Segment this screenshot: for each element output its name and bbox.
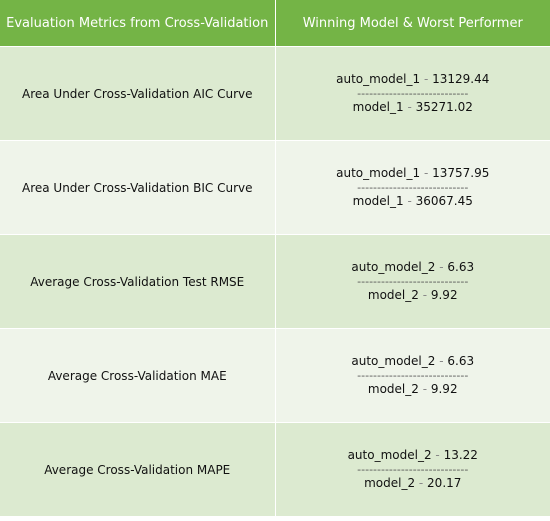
worst-model: model_2 bbox=[364, 476, 416, 490]
worst-model: model_1 bbox=[352, 100, 404, 114]
metric-cell: Area Under Cross-Validation BIC Curve bbox=[0, 140, 276, 235]
result-cell: auto_model_1 - 13757.95 ----------------… bbox=[275, 140, 550, 235]
dashed-divider: ---------------------------- bbox=[357, 87, 469, 100]
header-row: Evaluation Metrics from Cross-Validation… bbox=[0, 0, 550, 47]
best-line: auto_model_1 - 13757.95 bbox=[336, 164, 489, 183]
worst-value: 20.17 bbox=[427, 476, 462, 490]
separator: - bbox=[435, 354, 448, 368]
best-line: auto_model_1 - 13129.44 bbox=[336, 70, 489, 89]
best-model: auto_model_2 bbox=[351, 354, 436, 368]
separator: - bbox=[415, 476, 428, 490]
best-line: auto_model_2 - 6.63 bbox=[351, 352, 474, 371]
best-value: 6.63 bbox=[447, 354, 475, 368]
worst-line: model_2 - 9.92 bbox=[351, 286, 474, 305]
result-cell: auto_model_2 - 6.63 --------------------… bbox=[275, 328, 550, 423]
worst-value: 9.92 bbox=[430, 288, 458, 302]
separator: - bbox=[403, 100, 416, 114]
metric-label: Area Under Cross-Validation AIC Curve bbox=[21, 86, 253, 101]
worst-line: model_1 - 36067.45 bbox=[336, 192, 489, 211]
worst-model: model_2 bbox=[367, 288, 419, 302]
result-cell: auto_model_2 - 6.63 --------------------… bbox=[275, 234, 550, 329]
separator: - bbox=[403, 194, 416, 208]
table-row: Area Under Cross-Validation AIC Curve au… bbox=[0, 46, 550, 141]
metric-cell: Average Cross-Validation MAPE bbox=[0, 422, 276, 516]
dashed-divider: ---------------------------- bbox=[357, 181, 469, 194]
header-results: Winning Model & Worst Performer bbox=[275, 0, 550, 47]
dashed-divider: ---------------------------- bbox=[357, 369, 469, 382]
separator: - bbox=[418, 288, 431, 302]
separator: - bbox=[418, 382, 431, 396]
worst-line: model_2 - 20.17 bbox=[348, 474, 478, 493]
separator: - bbox=[435, 260, 448, 274]
worst-model: model_1 bbox=[352, 194, 404, 208]
worst-value: 9.92 bbox=[430, 382, 458, 396]
table-row: Average Cross-Validation MAPE auto_model… bbox=[0, 422, 550, 516]
worst-value: 36067.45 bbox=[415, 194, 473, 208]
worst-line: model_2 - 9.92 bbox=[351, 380, 474, 399]
separator: - bbox=[420, 72, 433, 86]
dashed-divider: ---------------------------- bbox=[357, 275, 469, 288]
worst-value: 35271.02 bbox=[415, 100, 473, 114]
best-value: 13129.44 bbox=[432, 72, 490, 86]
metric-label: Area Under Cross-Validation BIC Curve bbox=[21, 180, 253, 195]
table-row: Average Cross-Validation MAE auto_model_… bbox=[0, 328, 550, 423]
metric-cell: Average Cross-Validation MAE bbox=[0, 328, 276, 423]
separator: - bbox=[420, 166, 433, 180]
result-block: auto_model_2 - 13.22 -------------------… bbox=[348, 446, 478, 493]
result-cell: auto_model_2 - 13.22 -------------------… bbox=[275, 422, 550, 516]
table-row: Average Cross-Validation Test RMSE auto_… bbox=[0, 234, 550, 329]
metric-label: Average Cross-Validation MAE bbox=[47, 368, 227, 383]
worst-line: model_1 - 35271.02 bbox=[336, 98, 489, 117]
metric-cell: Area Under Cross-Validation AIC Curve bbox=[0, 46, 276, 141]
dashed-divider: ---------------------------- bbox=[357, 463, 469, 476]
best-value: 6.63 bbox=[447, 260, 475, 274]
worst-model: model_2 bbox=[367, 382, 419, 396]
best-model: auto_model_2 bbox=[351, 260, 436, 274]
header-metrics: Evaluation Metrics from Cross-Validation bbox=[0, 0, 276, 47]
result-block: auto_model_1 - 13757.95 ----------------… bbox=[336, 164, 489, 211]
best-model: auto_model_1 bbox=[336, 166, 421, 180]
best-line: auto_model_2 - 6.63 bbox=[351, 258, 474, 277]
metric-label: Average Cross-Validation MAPE bbox=[44, 462, 231, 477]
result-block: auto_model_2 - 6.63 --------------------… bbox=[351, 352, 474, 399]
result-block: auto_model_2 - 6.63 --------------------… bbox=[351, 258, 474, 305]
metric-cell: Average Cross-Validation Test RMSE bbox=[0, 234, 276, 329]
separator: - bbox=[431, 448, 444, 462]
best-model: auto_model_1 bbox=[336, 72, 421, 86]
best-value: 13.22 bbox=[443, 448, 478, 462]
table-row: Area Under Cross-Validation BIC Curve au… bbox=[0, 140, 550, 235]
best-value: 13757.95 bbox=[432, 166, 490, 180]
best-line: auto_model_2 - 13.22 bbox=[348, 446, 478, 465]
metric-label: Average Cross-Validation Test RMSE bbox=[30, 274, 245, 289]
result-cell: auto_model_1 - 13129.44 ----------------… bbox=[275, 46, 550, 141]
result-block: auto_model_1 - 13129.44 ----------------… bbox=[336, 70, 489, 117]
best-model: auto_model_2 bbox=[347, 448, 432, 462]
